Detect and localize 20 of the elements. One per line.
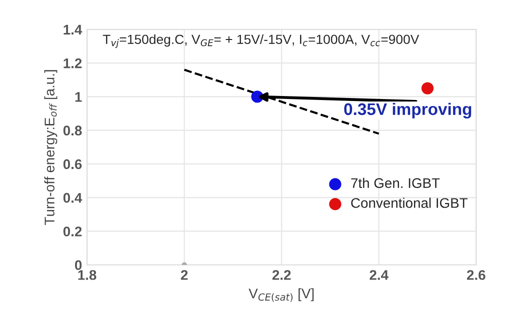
x-tick-label: 2.2 (272, 270, 291, 280)
y-tick-label: 0 (75, 260, 82, 270)
y-tick-label: 1 (75, 92, 82, 102)
text: T$_{vj}$=150deg.C, V$_{GE}$= + 15V/-15V, I$_{c}$=1000A, V$_{cc}$=900V (102, 34, 420, 48)
annotation: 0.35V improving (344, 102, 472, 118)
x-tick-label: 2 (180, 270, 188, 280)
y-tick-label: 1.2 (64, 58, 82, 68)
x-axis-title: V$_{CE(sat)}$ [V] (248, 288, 314, 302)
y-tick-label: 0.6 (63, 159, 82, 170)
y-tick-label: 0.4 (63, 192, 82, 203)
y-tick-label: 1.4 (64, 24, 82, 34)
legend-label: 7th Gen. IGBT (351, 178, 440, 188)
y-axis-title: Turn-off energy:E$_{off}$ [a.u.] (44, 70, 58, 225)
point (421, 82, 434, 94)
x-tick-label: 2.6 (466, 270, 486, 280)
y-tick-label: 0.8 (63, 126, 82, 136)
y-tick-label: 0.2 (63, 226, 82, 236)
x-tick-label: 1.8 (78, 270, 96, 280)
x-tick-label: 2.4 (370, 270, 388, 280)
legend-label: Conventional IGBT (351, 198, 468, 208)
